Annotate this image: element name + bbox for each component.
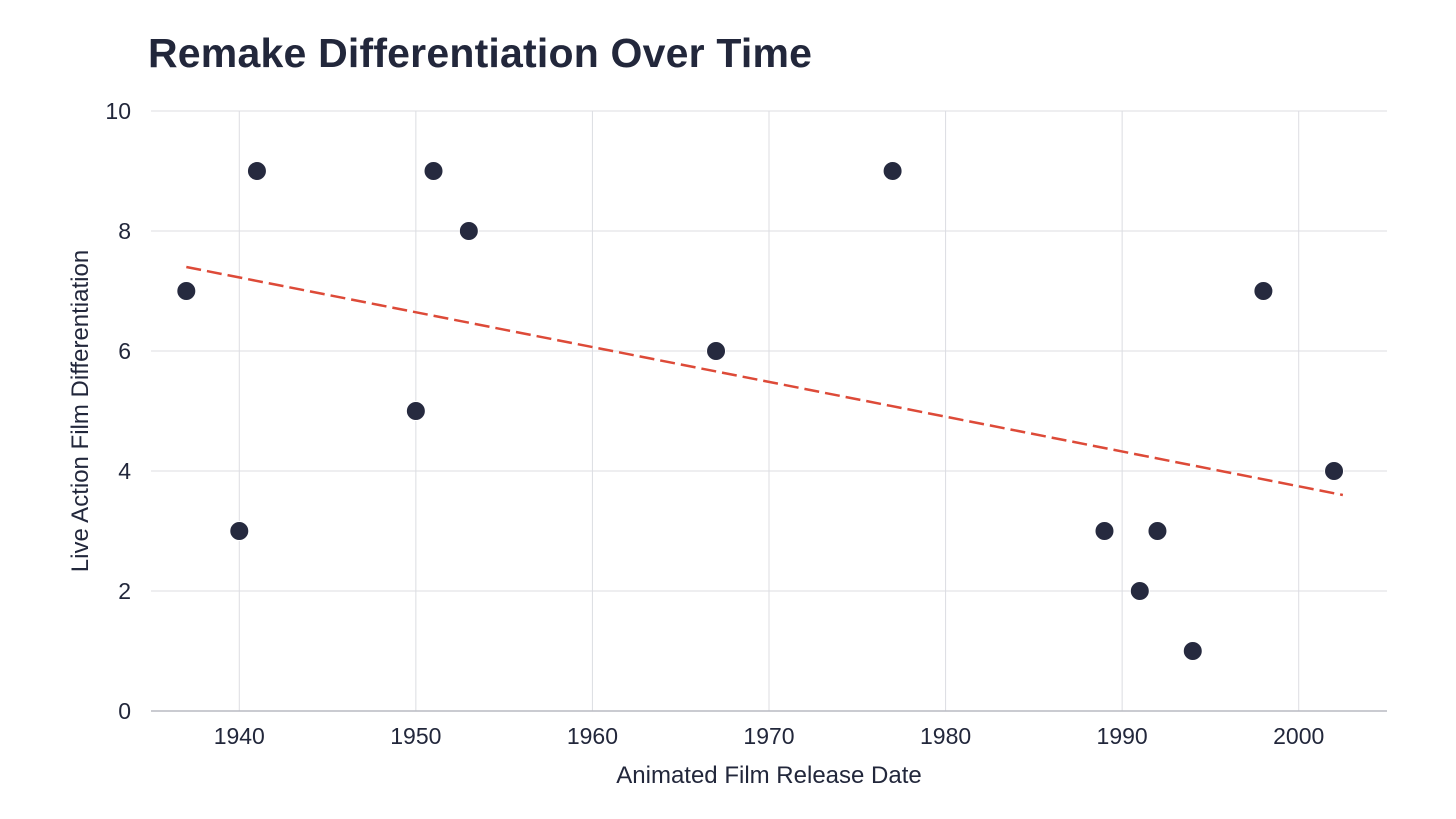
y-tick-label: 2 bbox=[118, 578, 131, 604]
data-point bbox=[176, 281, 197, 301]
y-tick-label: 10 bbox=[105, 98, 131, 124]
data-point bbox=[1094, 521, 1115, 541]
data-points bbox=[176, 161, 1345, 661]
data-point bbox=[458, 221, 479, 241]
x-axis-title: Animated Film Release Date bbox=[616, 762, 921, 789]
data-point bbox=[229, 521, 250, 541]
data-point bbox=[1253, 281, 1274, 301]
trend-line bbox=[186, 265, 1344, 497]
x-tick-label: 1990 bbox=[1097, 723, 1148, 749]
y-axis-title: Live Action Film Differentiation bbox=[67, 250, 94, 572]
x-tick-label: 1970 bbox=[743, 723, 794, 749]
x-tick-label: 2000 bbox=[1273, 723, 1324, 749]
x-tick-label: 1940 bbox=[214, 723, 265, 749]
data-point bbox=[882, 161, 903, 181]
data-point bbox=[405, 401, 426, 421]
y-tick-label: 0 bbox=[118, 698, 131, 724]
y-tick-label: 4 bbox=[118, 458, 131, 484]
y-tick-labels: 0 2 4 6 8 10 bbox=[105, 98, 131, 724]
data-point bbox=[246, 161, 267, 181]
data-point bbox=[1129, 581, 1150, 601]
data-point bbox=[1324, 461, 1345, 481]
y-tick-label: 8 bbox=[118, 218, 131, 244]
y-tick-label: 6 bbox=[118, 338, 131, 364]
x-tick-label: 1980 bbox=[920, 723, 971, 749]
data-point bbox=[706, 341, 727, 361]
data-point bbox=[1147, 521, 1168, 541]
data-point bbox=[423, 161, 444, 181]
x-tick-labels: 1940 1950 1960 1970 1980 1990 2000 bbox=[214, 723, 1325, 749]
x-tick-label: 1950 bbox=[390, 723, 441, 749]
chart-title: Remake Differentiation Over Time bbox=[148, 30, 813, 76]
x-tick-label: 1960 bbox=[567, 723, 618, 749]
trend-line-group bbox=[186, 265, 1344, 497]
grid-lines bbox=[151, 110, 1387, 711]
data-point bbox=[1182, 641, 1203, 661]
